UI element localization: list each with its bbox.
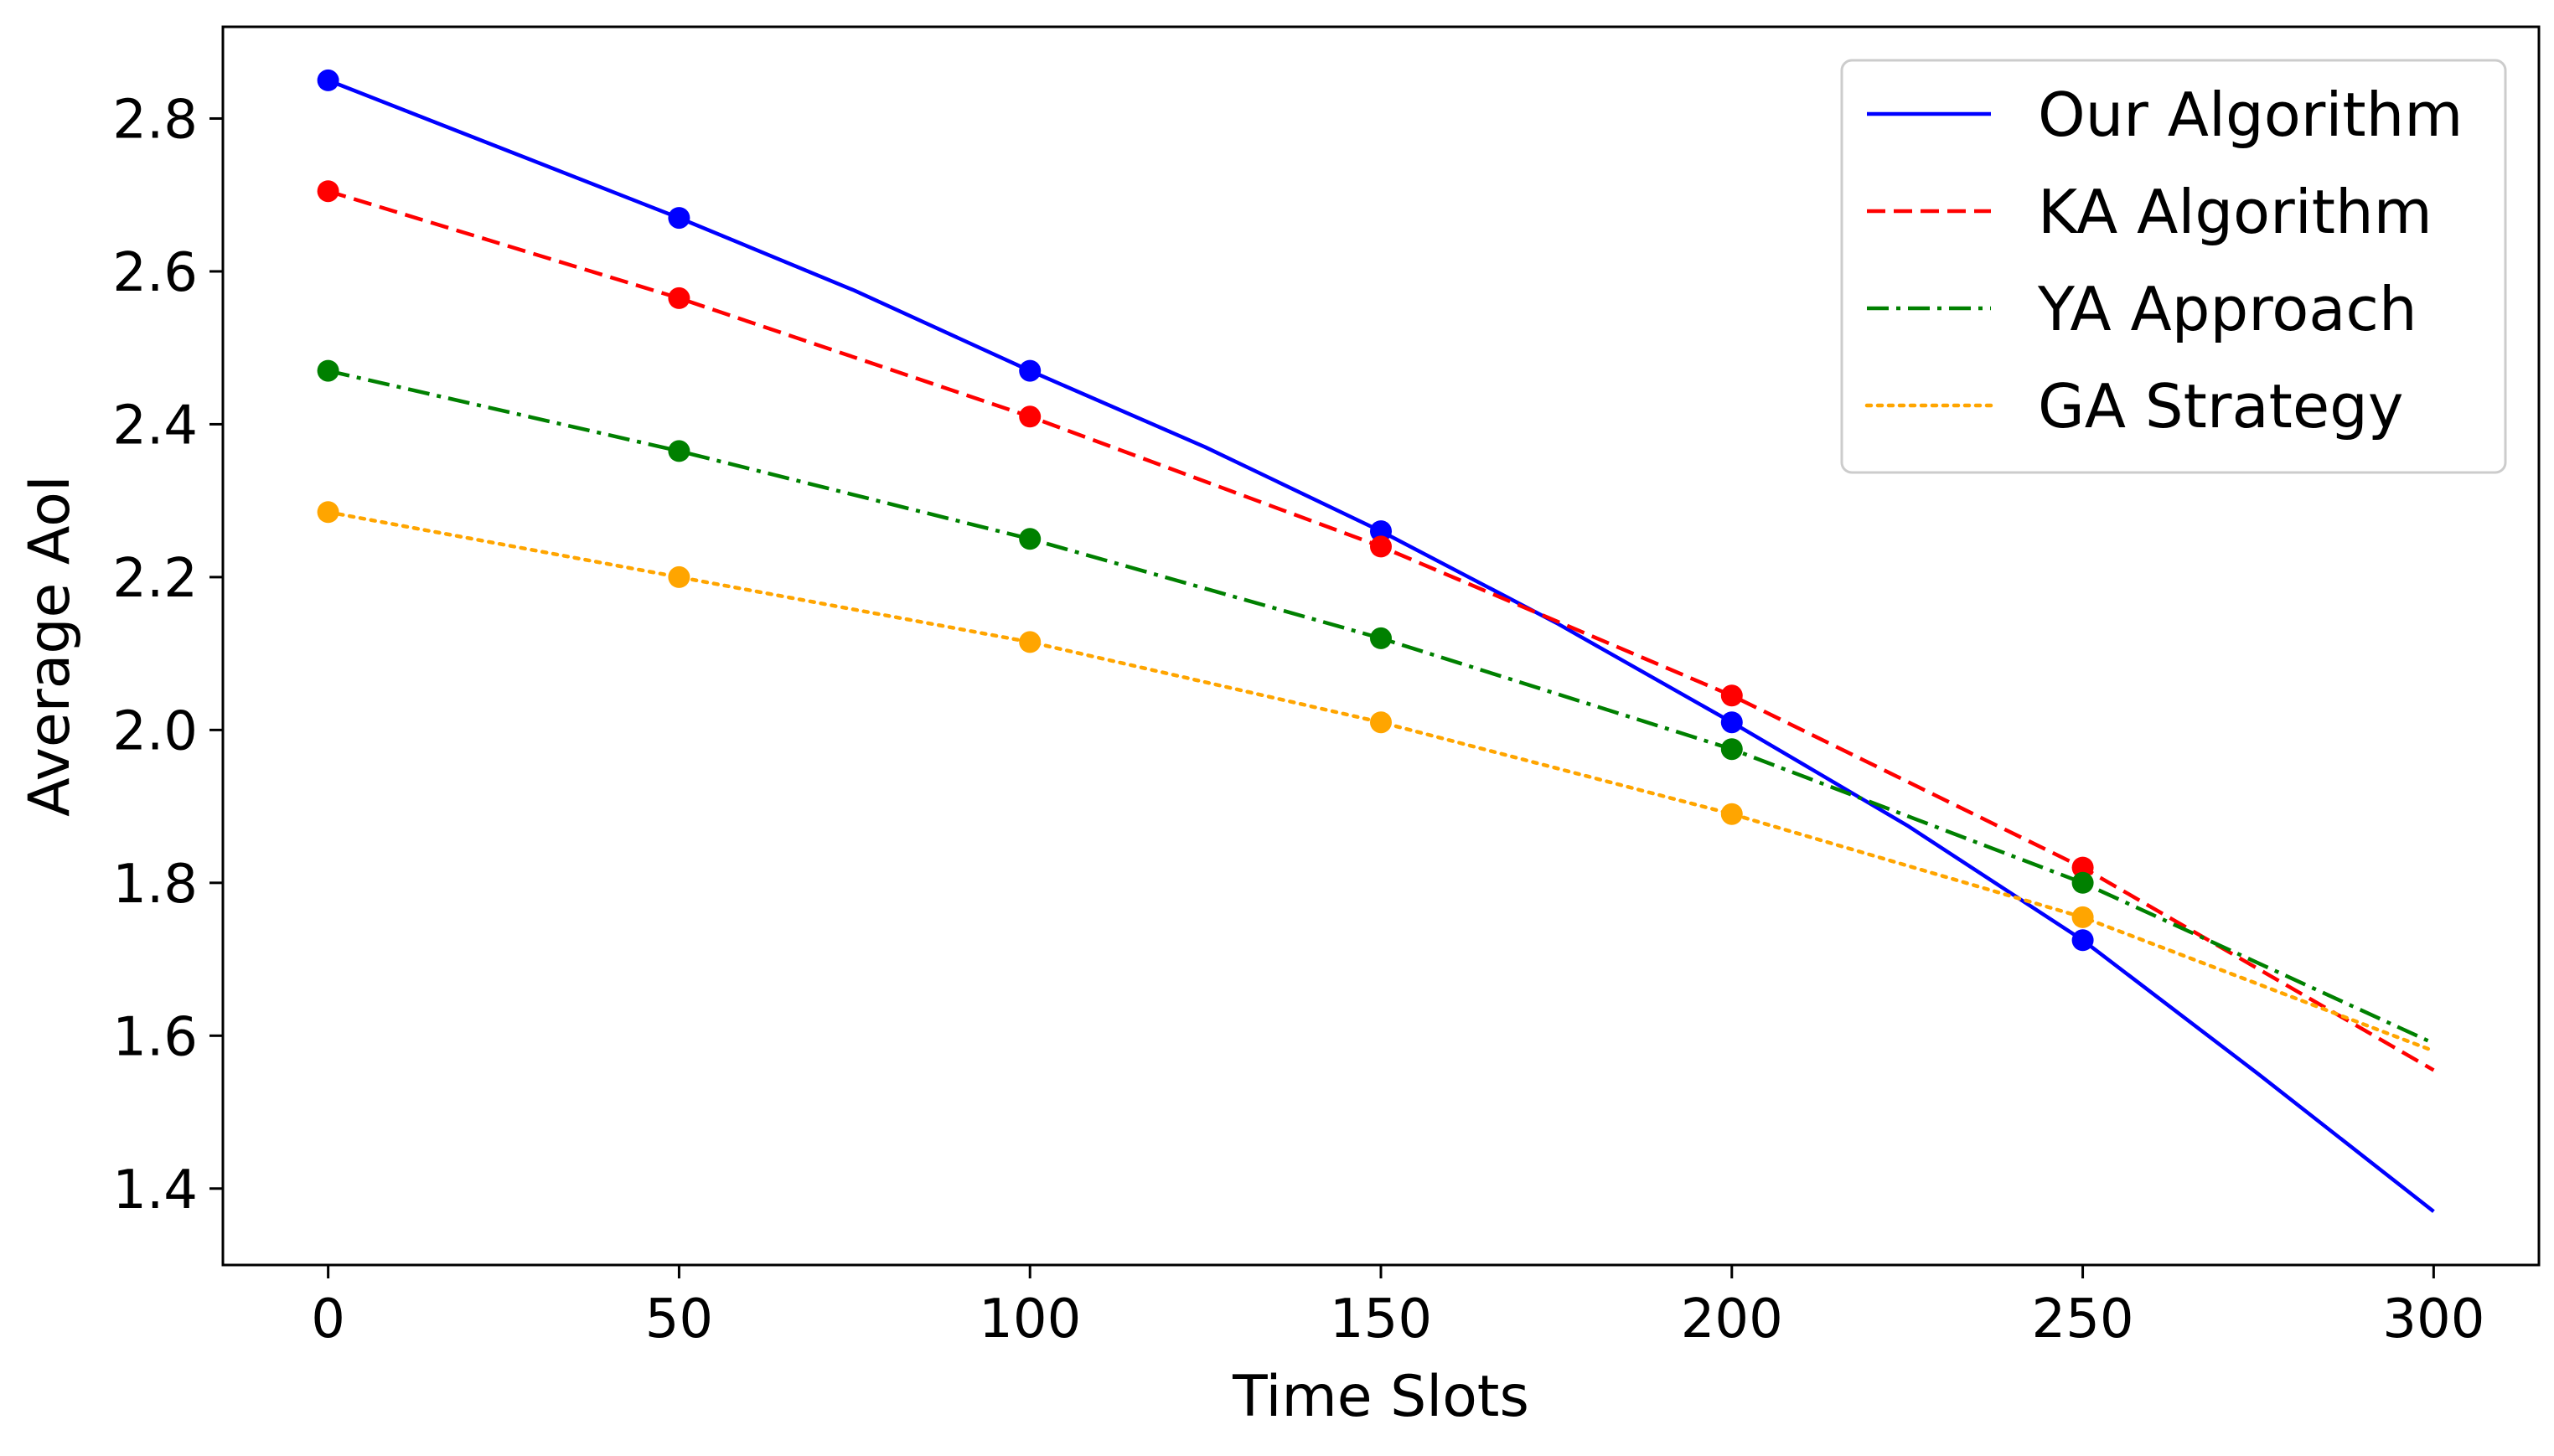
data-point-ga-strategy-50	[668, 565, 690, 588]
plot-frame	[221, 25, 2541, 1267]
data-point-ka-algorithm-200	[1720, 684, 1743, 707]
series-ga-strategy	[317, 501, 2436, 1053]
legend-label-ka-algorithm: KA Algorithm	[2038, 177, 2433, 247]
x-tick-label-150: 150	[1330, 1288, 1432, 1350]
data-point-ka-algorithm-50	[668, 287, 690, 309]
y-tick-label-2: 2.0	[112, 700, 198, 762]
y-tick-label-2-6: 2.6	[112, 242, 198, 304]
data-point-ya-approach-100	[1019, 528, 1042, 550]
data-point-our-algorithm-100	[1019, 359, 1042, 382]
x-tick-label-50: 50	[645, 1288, 713, 1350]
data-point-ya-approach-250	[2071, 871, 2094, 894]
series-ka-algorithm	[317, 180, 2435, 1072]
data-point-ga-strategy-100	[1019, 631, 1042, 653]
data-point-ka-algorithm-150	[1370, 535, 1392, 558]
y-tick-label-1-6: 1.6	[112, 1006, 198, 1068]
legend-entry-ka-algorithm: KA Algorithm	[1867, 177, 2433, 247]
data-point-ka-algorithm-100	[1019, 405, 1042, 428]
data-point-ka-algorithm-0	[317, 180, 339, 203]
data-point-ya-approach-200	[1720, 738, 1743, 761]
legend-label-our-algorithm: Our Algorithm	[2038, 80, 2463, 150]
data-point-our-algorithm-250	[2071, 929, 2094, 952]
legend-entry-our-algorithm: Our Algorithm	[1867, 80, 2463, 150]
series-layer	[317, 69, 2436, 1213]
y-tick-label-1-8: 1.8	[112, 854, 198, 916]
y-axis-title: Average AoI	[17, 475, 83, 817]
legend: Our Algorithm KA Algorithm YA Approach G…	[1840, 59, 2507, 474]
data-point-our-algorithm-50	[668, 207, 690, 230]
data-point-ga-strategy-150	[1370, 711, 1392, 734]
x-tick-label-200: 200	[1681, 1288, 1783, 1350]
y-tick-label-2-4: 2.4	[112, 395, 198, 457]
y-tick-label-1-4: 1.4	[112, 1159, 198, 1221]
y-tick-label-2-2: 2.2	[112, 548, 198, 610]
data-point-ya-approach-50	[668, 440, 690, 462]
data-point-ga-strategy-0	[317, 501, 339, 524]
x-tick-label-250: 250	[2031, 1288, 2133, 1350]
data-point-ga-strategy-250	[2071, 906, 2094, 928]
legend-entry-ga-strategy: GA Strategy	[1864, 371, 2403, 441]
ticks-layer: 0 50 100 150 200 250 300 1.4 1.6 1.8 2.0 2.2 2.4 2.6 2…	[112, 89, 2484, 1350]
series-our-algorithm	[317, 69, 2435, 1213]
x-axis-title: Time Slots	[1232, 1364, 1529, 1430]
data-point-ga-strategy-200	[1720, 803, 1743, 825]
data-point-ya-approach-150	[1370, 627, 1392, 649]
data-point-our-algorithm-200	[1720, 711, 1743, 734]
y-tick-label-2-8: 2.8	[112, 89, 198, 151]
legend-label-ga-strategy: GA Strategy	[2038, 371, 2403, 441]
x-tick-label-300: 300	[2382, 1288, 2484, 1350]
legend-entry-ya-approach: YA Approach	[1867, 274, 2417, 344]
x-tick-label-0: 0	[311, 1288, 345, 1350]
data-point-our-algorithm-150	[1370, 520, 1392, 543]
series-ya-approach	[317, 359, 2435, 1046]
legend-label-ya-approach: YA Approach	[2037, 274, 2417, 344]
x-tick-label-100: 100	[979, 1288, 1081, 1350]
data-point-our-algorithm-0	[317, 69, 339, 91]
legend-box	[1840, 59, 2507, 474]
data-point-ka-algorithm-250	[2071, 856, 2094, 879]
data-point-ya-approach-0	[317, 359, 339, 382]
